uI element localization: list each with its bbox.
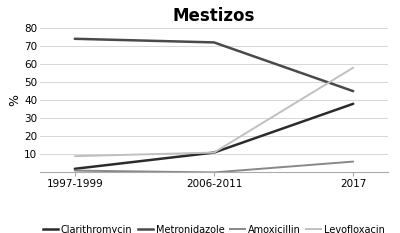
- Legend: Clarithromycin, Metronidazole, Amoxicillin, Levofloxacin: Clarithromycin, Metronidazole, Amoxicill…: [39, 221, 389, 233]
- Title: Mestizos: Mestizos: [173, 7, 255, 25]
- Y-axis label: %: %: [8, 94, 21, 106]
